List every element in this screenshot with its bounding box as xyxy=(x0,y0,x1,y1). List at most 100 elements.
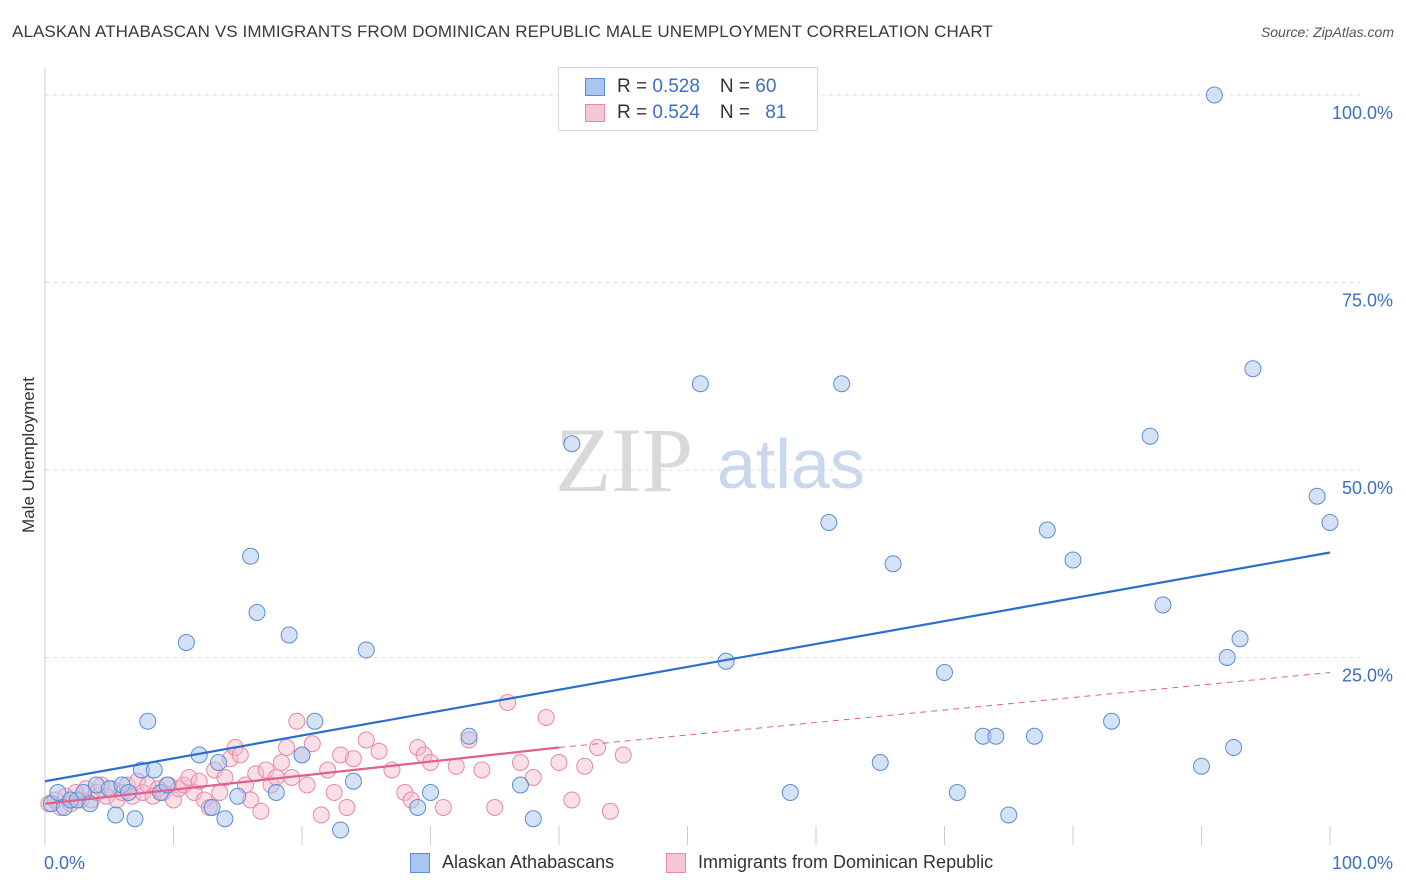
legend-swatch-blue xyxy=(585,78,605,96)
data-point-athabascan xyxy=(145,761,163,779)
data-point-dominican xyxy=(303,735,321,753)
watermark-zip: ZIP xyxy=(555,409,693,511)
y-tick-label: 50.0% xyxy=(1342,478,1393,498)
data-point-athabascan xyxy=(49,784,67,801)
data-point-athabascan xyxy=(229,787,247,805)
data-point-dominican xyxy=(325,784,343,801)
source-label: Source: ZipAtlas.com xyxy=(1260,24,1394,40)
axes xyxy=(44,68,1331,845)
x-tick-label: 100.0% xyxy=(1332,853,1393,873)
data-point-dominican xyxy=(165,791,182,809)
data-point-athabascan xyxy=(280,626,298,644)
trend-lines xyxy=(44,551,1331,805)
data-point-dominican xyxy=(434,799,452,816)
data-point-dominican xyxy=(231,746,249,764)
data-point-dominican xyxy=(344,750,362,768)
data-point-dominican xyxy=(190,772,208,790)
data-point-athabascan xyxy=(177,634,195,651)
data-point-athabascan xyxy=(1193,757,1210,775)
data-point-dominican xyxy=(486,799,504,816)
data-point-dominican xyxy=(211,784,229,801)
data-point-athabascan xyxy=(242,547,260,565)
data-point-dominican xyxy=(614,746,632,764)
data-point-dominican xyxy=(589,739,607,756)
data-point-dominican xyxy=(332,746,350,764)
watermark-atlas: atlas xyxy=(717,425,865,503)
data-point-athabascan xyxy=(1231,630,1249,648)
trend-line-dominican-extension xyxy=(558,672,1331,748)
data-point-dominican xyxy=(524,769,542,786)
data-point-dominican xyxy=(550,754,568,771)
data-point-athabascan xyxy=(1141,427,1159,445)
tick-labels: 25.0% 50.0% 75.0% 100.0% 0.0% 100.0% xyxy=(44,103,1393,873)
data-point-dominican xyxy=(272,754,290,771)
data-point-dominican xyxy=(338,799,356,816)
data-point-athabascan xyxy=(833,375,851,393)
data-point-dominican xyxy=(370,742,388,760)
data-point-athabascan xyxy=(107,806,125,824)
data-point-athabascan xyxy=(936,664,953,681)
data-point-dominican xyxy=(537,709,555,726)
legend-n-label: N = xyxy=(719,76,756,97)
legend-r-label: R = xyxy=(617,102,653,123)
data-point-athabascan xyxy=(1321,514,1339,531)
bottom-legend-swatch-blue xyxy=(410,852,430,873)
data-point-athabascan xyxy=(120,784,138,801)
data-point-athabascan xyxy=(1225,739,1243,756)
chart-title: ALASKAN ATHABASCAN VS IMMIGRANTS FROM DO… xyxy=(12,22,993,41)
data-point-dominican xyxy=(601,802,619,820)
data-point-athabascan xyxy=(203,799,221,816)
data-point-athabascan xyxy=(460,727,478,745)
data-point-athabascan xyxy=(293,746,311,764)
bottom-legend-label: Immigrants from Dominican Republic xyxy=(698,852,994,872)
bottom-legend-label: Alaskan Athabascans xyxy=(442,852,615,872)
data-point-athabascan xyxy=(884,555,902,573)
data-point-athabascan xyxy=(511,776,529,794)
data-point-athabascan xyxy=(1000,806,1018,824)
data-point-athabascan xyxy=(1205,86,1223,104)
data-point-athabascan xyxy=(344,772,362,790)
data-point-dominican xyxy=(576,757,594,775)
legend-swatch-pink xyxy=(585,104,605,122)
data-point-athabascan xyxy=(1308,487,1326,505)
data-point-dominican xyxy=(319,761,337,779)
data-point-athabascan xyxy=(422,784,439,801)
y-tick-label: 100.0% xyxy=(1332,103,1393,123)
data-point-dominican xyxy=(252,802,270,820)
data-point-athabascan xyxy=(1103,712,1121,730)
bottom-legend-dominican: Immigrants from Dominican Republic xyxy=(666,852,993,873)
data-point-athabascan xyxy=(216,810,234,828)
data-point-athabascan xyxy=(357,641,375,659)
y-tick-label: 25.0% xyxy=(1342,666,1393,686)
data-point-athabascan xyxy=(409,799,427,816)
legend-r-value: 0.524 xyxy=(652,102,700,123)
legend-row-dominican: R = 0.524 N = 81 xyxy=(585,101,786,125)
data-point-dominican xyxy=(511,754,529,771)
y-tick-label: 75.0% xyxy=(1342,291,1393,311)
x-tick-label: 0.0% xyxy=(44,853,85,873)
bottom-legend-athabascan: Alaskan Athabascans xyxy=(410,852,614,873)
data-point-athabascan xyxy=(1244,360,1262,378)
correlation-legend: R = 0.528 N = 60 R = 0.524 N = 81 xyxy=(558,67,818,131)
data-point-dominican xyxy=(312,806,330,824)
data-point-athabascan xyxy=(524,810,542,828)
data-point-dominican xyxy=(278,739,296,756)
data-point-athabascan xyxy=(139,712,157,730)
data-point-athabascan xyxy=(1025,727,1043,745)
legend-r-label: R = xyxy=(617,76,653,97)
data-point-dominican xyxy=(357,731,375,749)
data-point-athabascan xyxy=(267,784,285,801)
data-point-dominican xyxy=(216,769,234,786)
trend-line-dominican xyxy=(44,746,560,805)
data-point-dominican xyxy=(473,761,491,779)
data-point-athabascan xyxy=(126,810,144,828)
legend-n-label: N = xyxy=(719,102,756,123)
data-point-athabascan xyxy=(820,514,838,531)
data-point-dominican xyxy=(288,712,306,730)
data-point-athabascan xyxy=(332,821,350,839)
data-point-dominican xyxy=(180,769,198,786)
bottom-legend-swatch-pink xyxy=(666,852,686,873)
trend-line-athabascan xyxy=(44,551,1331,783)
data-point-athabascan xyxy=(248,604,266,621)
